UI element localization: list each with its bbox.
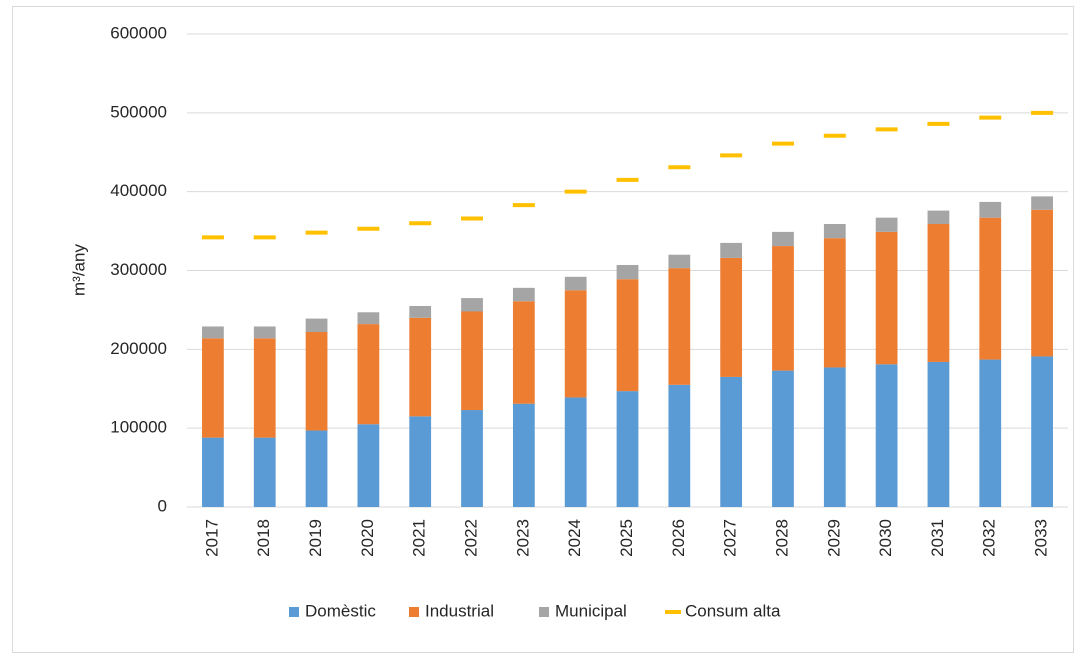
bar-segment [979,201,1002,218]
y-axis-label: m³/any [69,244,88,296]
y-tick-label: 600000 [110,23,167,42]
x-tick-label: 2024 [565,519,584,557]
bar-segment [253,338,276,438]
x-tick-label: 2021 [410,519,429,557]
bar-segment [823,223,846,239]
bar-segment [823,367,846,507]
legend-label: Domèstic [305,601,376,620]
bar-segment [202,437,224,507]
x-tick-label: 2026 [669,519,688,557]
bar-segment [512,403,535,507]
bar-segment [823,238,846,368]
bar-segment [1031,196,1053,210]
y-tick-label: 400000 [110,181,167,200]
x-tick-label: 2033 [1032,519,1051,557]
bar-segment [564,290,587,398]
legend-swatch [289,607,299,617]
x-tick-label: 2018 [254,519,273,557]
legend-swatch [409,607,419,617]
bar-segment [616,264,639,280]
bar-segment [875,231,898,365]
x-tick-label: 2031 [928,519,947,557]
chart-frame [12,6,1074,653]
bar-segment [616,391,639,507]
bar-segment [668,254,691,269]
bar-segment [1031,209,1053,357]
bar-segment [409,305,432,318]
bar-segment [564,397,587,507]
legend-label: Consum alta [685,601,781,620]
x-tick-label: 2030 [876,519,895,557]
x-tick-label: 2028 [772,519,791,557]
y-tick-label: 300000 [110,260,167,279]
bar-segment [720,376,743,507]
x-tick-label: 2025 [617,519,636,557]
bar-segment [461,311,483,411]
x-tick-label: 2017 [202,519,221,557]
y-tick-label: 0 [158,496,167,515]
x-tick-label: 2019 [306,519,325,557]
bar-segment [357,424,380,507]
legend-swatch [539,607,549,617]
bar-segment [512,287,535,302]
bar-segment [202,338,224,438]
legend-label: Municipal [555,601,627,620]
bar-segment [720,242,743,258]
legend-label: Industrial [425,601,494,620]
bar-segment [305,430,328,507]
bar-segment [564,276,587,291]
x-tick-label: 2032 [980,519,999,557]
bar-segment [305,318,328,332]
bar-segment [668,268,691,385]
bar-segment [927,210,950,224]
bar-segment [772,246,794,371]
x-tick-label: 2022 [462,519,481,557]
bar-segment [979,359,1002,507]
bar-segment [512,301,535,404]
bar-segment [409,416,432,507]
x-tick-label: 2020 [358,519,377,557]
bar-segment [202,326,224,339]
bar-segment [357,312,380,325]
bar-segment [720,257,743,377]
bar-segment [409,317,432,417]
y-tick-label: 200000 [110,339,167,358]
bar-segment [253,326,276,339]
bar-segment [979,217,1002,360]
bar-segment [875,364,898,507]
bar-segment [357,324,380,425]
bar-segment [927,361,950,507]
bar-segment [461,298,483,312]
y-tick-label: 100000 [110,418,167,437]
bar-segment [1031,356,1053,507]
bar-segment [927,223,950,362]
bar-segment [772,370,794,507]
bar-segment [253,437,276,507]
bar-segment [461,410,483,507]
bar-segment [616,279,639,392]
bar-segment [305,331,328,431]
x-tick-label: 2029 [824,519,843,557]
bar-segment [772,231,794,247]
y-tick-label: 500000 [110,102,167,121]
bar-segment [875,217,898,232]
bar-segment [668,384,691,507]
x-tick-label: 2023 [513,519,532,557]
x-tick-label: 2027 [721,519,740,557]
